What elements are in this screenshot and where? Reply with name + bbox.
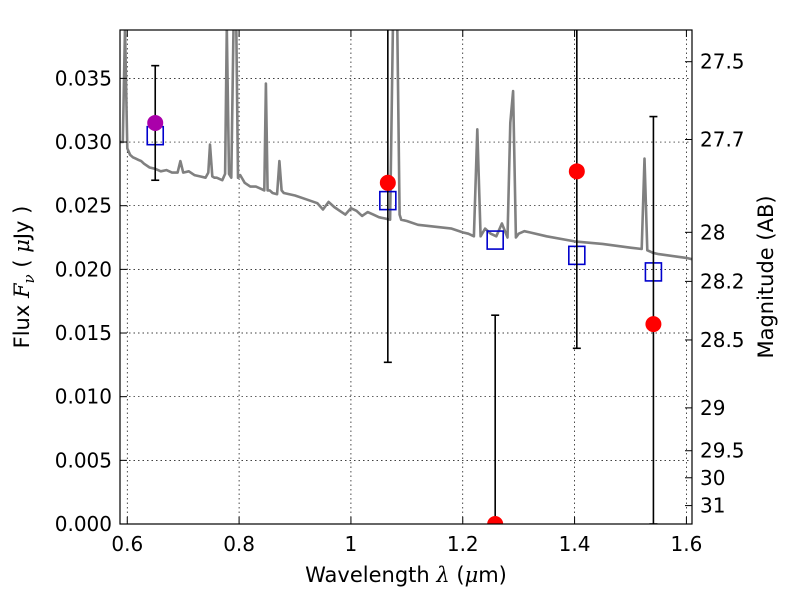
plot-area (120, 30, 692, 524)
y-tick-label-4: 0.020 (55, 257, 112, 281)
x-tick-label-2: 1 (345, 532, 358, 556)
y2-tick-label-4: 28.5 (700, 328, 745, 352)
y2-tick-label-0: 27.5 (700, 50, 745, 74)
observed-point-2-0 (379, 174, 396, 191)
y2-tick-label-7: 30 (700, 466, 725, 490)
observed-point-2-1 (487, 516, 504, 524)
x-tick-label-1: 0.8 (223, 532, 255, 556)
x-tick-label-4: 1.4 (559, 532, 591, 556)
x-axis-label: Wavelength λ (μm) (305, 563, 507, 587)
x-tick-label-5: 1.6 (671, 532, 703, 556)
y-tick-label-0: 0.000 (55, 512, 112, 536)
y2-axis-label: Magnitude (AB) (754, 195, 778, 358)
y-tick-label-5: 0.025 (55, 194, 112, 218)
y-tick-label-2: 0.010 (55, 385, 112, 409)
y-axis-label: Flux Fν ( μJy ) (10, 206, 38, 349)
plot-frame (119, 29, 693, 525)
model-point-1-2 (486, 230, 504, 250)
axis-ticks: 0.6 0.8 1 1.2 1.4 1.6 0.000 0.005 0.010 0.015 0.02… (55, 30, 745, 556)
y-tick-label-6: 0.030 (55, 130, 112, 154)
spectrum-line (120, 30, 692, 261)
y-tick-label-3: 0.015 (55, 321, 112, 345)
y2-tick-label-5: 29 (700, 396, 725, 420)
y2-tick-label-1: 27.7 (700, 127, 745, 151)
y-tick-label-7: 0.035 (55, 66, 112, 90)
observed-point-2-3 (645, 316, 662, 333)
x-tick-label-0: 0.6 (111, 532, 143, 556)
observed-point-3-0 (147, 114, 164, 131)
y-tick-label-1: 0.005 (55, 448, 112, 472)
y2-tick-label-3: 28.2 (700, 269, 745, 293)
y2-tick-label-8: 31 (700, 494, 725, 518)
x-tick-label-3: 1.2 (447, 532, 479, 556)
y2-tick-label-2: 28 (700, 220, 725, 244)
y2-tick-label-6: 29.5 (700, 439, 745, 463)
observed-point-2-2 (568, 163, 585, 180)
